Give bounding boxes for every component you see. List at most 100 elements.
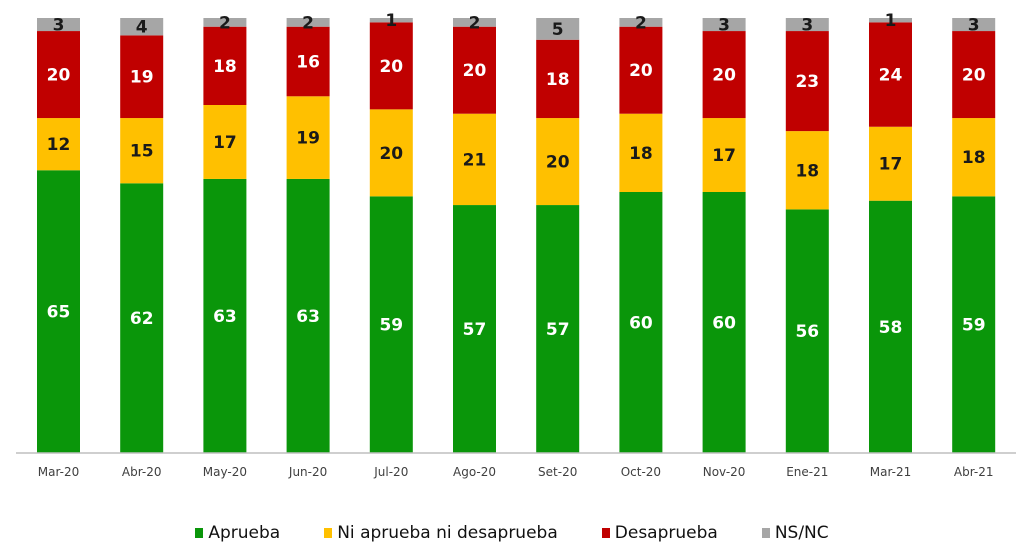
bar-stack-Mar-21: 58 17 24 1 bbox=[869, 11, 912, 453]
bar-segment bbox=[869, 22, 912, 127]
x-tick-label: Abr-20 bbox=[122, 465, 162, 479]
bar-segment bbox=[536, 205, 580, 453]
bar-segment bbox=[952, 118, 996, 197]
bar-stack-Jun-20: 63 19 16 2 bbox=[286, 13, 330, 453]
legend-item: Ni aprueba ni desaprueba bbox=[324, 523, 558, 543]
bar-segment bbox=[453, 18, 496, 27]
bar-segment bbox=[869, 126, 912, 201]
data-label: 63 bbox=[296, 307, 320, 327]
data-label: 56 bbox=[795, 322, 819, 342]
x-tick-label: May-20 bbox=[203, 465, 247, 479]
bar-segment bbox=[37, 31, 80, 119]
bar-stack-Nov-20: 60 17 20 3 bbox=[702, 16, 746, 453]
bar-segment bbox=[619, 18, 663, 27]
data-label: 21 bbox=[463, 150, 487, 170]
bar-segment bbox=[952, 196, 996, 453]
legend-swatch-icon bbox=[761, 528, 770, 538]
x-tick-label: Abr-21 bbox=[954, 465, 994, 479]
data-label: 18 bbox=[213, 57, 237, 77]
data-label: 17 bbox=[879, 155, 903, 175]
data-label: 63 bbox=[213, 307, 237, 327]
bar-segment bbox=[785, 131, 829, 210]
data-label: 18 bbox=[795, 161, 819, 181]
bar-segment bbox=[203, 18, 247, 27]
bar-segment bbox=[37, 118, 80, 171]
x-tick-labels: Mar-20 Abr-20 May-20 Jun-20 Jul-20 Ago-20 Set-… bbox=[38, 465, 994, 479]
data-label: 17 bbox=[213, 133, 237, 153]
bar-segment bbox=[702, 118, 746, 192]
x-tick-label: Nov-20 bbox=[703, 465, 746, 479]
data-label: 20 bbox=[463, 61, 487, 81]
data-label: 57 bbox=[546, 320, 570, 340]
bar-segment bbox=[619, 26, 663, 114]
bar-segment bbox=[369, 109, 413, 197]
legend-item: Aprueba bbox=[195, 523, 280, 543]
x-tick-label: Mar-20 bbox=[38, 465, 79, 479]
bar-stack-Jul-20: 59 20 20 1 bbox=[369, 11, 413, 453]
data-label: 2 bbox=[219, 13, 231, 33]
bar-segment bbox=[702, 18, 746, 32]
bar-segment bbox=[369, 196, 413, 453]
x-tick-label: Oct-20 bbox=[621, 465, 661, 479]
bar-segment bbox=[785, 209, 829, 453]
bar-segment bbox=[785, 31, 829, 132]
data-label: 20 bbox=[962, 66, 986, 86]
legend-label: Aprueba bbox=[208, 523, 281, 543]
data-label: 23 bbox=[795, 72, 819, 92]
data-label: 4 bbox=[136, 18, 148, 38]
data-label: 5 bbox=[552, 20, 564, 40]
data-label: 18 bbox=[962, 148, 986, 168]
bar-stack-Ene-21: 56 18 23 3 bbox=[785, 16, 829, 453]
data-label: 20 bbox=[629, 61, 653, 81]
bar-segment bbox=[952, 31, 996, 119]
x-tick-label: Ago-20 bbox=[453, 465, 496, 479]
data-label: 16 bbox=[296, 53, 320, 73]
bar-segment bbox=[453, 113, 496, 206]
bar-segment bbox=[286, 18, 330, 27]
bar-segment bbox=[536, 118, 580, 206]
bar-segment bbox=[702, 31, 746, 119]
bar-segment bbox=[453, 26, 496, 114]
bar-stack-Abr-21: 59 18 20 3 bbox=[952, 16, 996, 453]
x-tick-label: Set-20 bbox=[538, 465, 577, 479]
legend-label: Ni aprueba ni desaprueba bbox=[337, 523, 558, 543]
bar-stack-May-20: 63 17 18 2 bbox=[203, 13, 247, 453]
legend-swatch-icon bbox=[324, 528, 333, 538]
bar-segment bbox=[203, 178, 247, 453]
x-tick-label: Ene-21 bbox=[786, 465, 828, 479]
legend-swatch-icon bbox=[601, 528, 610, 538]
legend: Aprueba Ni aprueba ni desaprueba Desaprueb… bbox=[0, 516, 1024, 550]
legend-swatch-icon bbox=[195, 528, 204, 538]
data-label: 57 bbox=[463, 320, 487, 340]
data-label: 3 bbox=[53, 16, 65, 36]
bar-stack-Mar-20: 65 12 20 3 bbox=[37, 16, 80, 453]
bar-segment bbox=[619, 113, 663, 192]
data-label: 3 bbox=[801, 16, 813, 36]
bar-segment bbox=[286, 96, 330, 179]
bar-segment bbox=[369, 22, 413, 110]
stacked-bar-chart: 6512203621519463171826319162592020157212… bbox=[16, 11, 1016, 479]
data-label: 18 bbox=[629, 144, 653, 164]
data-label: 1 bbox=[885, 11, 897, 31]
bar-segment bbox=[453, 205, 496, 453]
data-label: 60 bbox=[629, 314, 653, 334]
legend-label: NS/NC bbox=[774, 523, 829, 543]
data-label: 3 bbox=[718, 16, 730, 36]
bar-segment bbox=[536, 18, 580, 40]
bar-segment bbox=[120, 183, 164, 454]
data-label: 20 bbox=[712, 66, 736, 86]
x-tick-label: Jul-20 bbox=[373, 465, 408, 479]
data-label: 12 bbox=[47, 135, 71, 155]
bar-segment bbox=[536, 39, 580, 119]
legend-item: NS/NC bbox=[761, 523, 829, 543]
bar-segment bbox=[203, 26, 247, 106]
data-label: 19 bbox=[130, 68, 154, 88]
legend-item: Desaprueba bbox=[601, 523, 718, 543]
bar-segment bbox=[702, 192, 746, 453]
bar-segment bbox=[369, 18, 413, 23]
data-label: 20 bbox=[379, 57, 403, 77]
bar-stack-Abr-20: 62 15 19 4 bbox=[120, 18, 164, 454]
data-label: 60 bbox=[712, 314, 736, 334]
bar-segment bbox=[120, 18, 164, 36]
data-label: 65 bbox=[47, 303, 71, 323]
